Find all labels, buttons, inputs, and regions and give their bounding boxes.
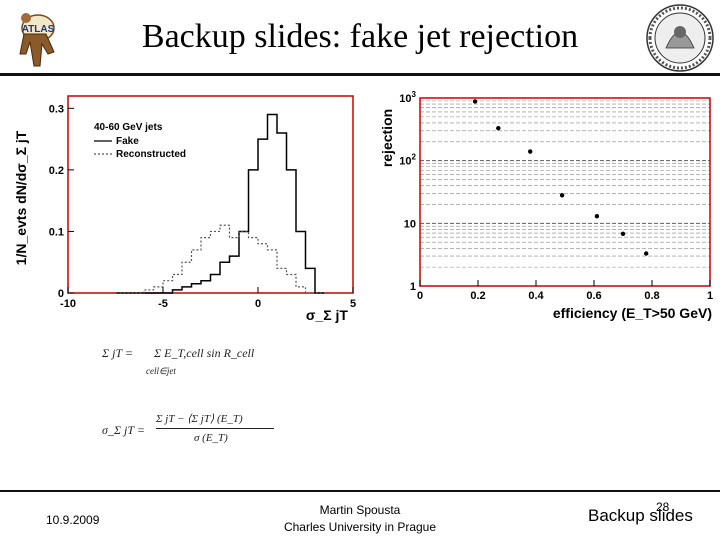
rejection-efficiency-plot: 0 0.2 0.4 0.6 0.8 1 1 10 102 103 rejection efficie…: [379, 90, 713, 321]
footer-section-label: Backup slides: [588, 506, 693, 525]
title-divider: [0, 73, 720, 76]
histogram-y-tick-label: 0: [58, 288, 64, 300]
atlas-logo: ATLAS: [6, 4, 66, 75]
university-seal-logo: [644, 2, 716, 79]
scatter-x-tick-label: 0.4: [528, 290, 544, 302]
formula-sum-jt-subscript: cell∈jet: [146, 366, 176, 376]
formula-sigma-jt: σ_Σ jT = Σ jT − ⟨Σ jT⟩ (E_T) σ (E_T): [102, 410, 322, 454]
formula-sum-jt-rhs: Σ E_T,cell sin R_cell: [154, 346, 255, 360]
page-number: 28: [656, 500, 670, 514]
scatter-y-axis-label: rejection: [379, 109, 395, 167]
histogram-x-axis-label: σ_Σ jT: [306, 307, 349, 323]
histogram-y-tick-label: 0.3: [49, 103, 64, 115]
histogram-series-1: [115, 224, 325, 294]
footer-divider: [0, 490, 720, 492]
scatter-point: [620, 231, 626, 237]
histogram-legend-label: Fake: [116, 136, 139, 147]
histogram-y-tick-label: 0.1: [49, 226, 64, 238]
scatter-x-tick-label: 0: [417, 290, 423, 302]
histogram-annotation: 40-60 GeV jets: [94, 122, 163, 133]
svg-text:ATLAS: ATLAS: [22, 24, 55, 35]
formula-sigma-jt-denominator: σ (E_T): [194, 432, 228, 444]
scatter-y-tick-label: 1: [410, 281, 416, 293]
scatter-point: [594, 213, 600, 219]
histogram-x-tick-label: -5: [158, 298, 168, 310]
scatter-point: [528, 149, 533, 154]
footer-author-affiliation: Charles University in Prague: [283, 520, 437, 534]
histogram-x-tick-label: 0: [255, 298, 261, 310]
scatter-point: [496, 125, 501, 131]
slide-title: Backup slides: fake jet rejection: [141, 18, 579, 55]
scatter-x-tick-label: 0.6: [586, 290, 601, 302]
formula-fraction-bar: [156, 428, 274, 429]
histogram-y-tick-label: 0.2: [49, 165, 64, 177]
formula-sum-jt: Σ jT = Σ E_T,cell sin R_cell cell∈jet: [102, 340, 302, 380]
sigma-histogram-plot: -10 -5 0 5 0 0.1 0.2 0.3 40-60 GeV jets Fake Reco…: [13, 95, 356, 323]
formula-sigma-jt-numerator: Σ jT − ⟨Σ jT⟩ (E_T): [156, 413, 243, 425]
scatter-point: [559, 193, 565, 198]
histogram-x-tick-label: -10: [60, 298, 76, 310]
scatter-y-tick-label: 10: [404, 218, 416, 230]
scatter-x-tick-label: 0.2: [470, 290, 485, 302]
scatter-y-tick-label: 103: [399, 90, 416, 105]
scatter-y-tick-label: 102: [399, 153, 416, 168]
footer-author: Martin Spousta Charles University in Pra…: [260, 502, 460, 536]
scatter-point: [644, 251, 649, 256]
formula-sigma-jt-lhs: σ_Σ jT =: [102, 423, 145, 437]
scatter-point: [472, 99, 478, 104]
footer-date: 10.9.2009: [46, 513, 100, 527]
histogram-y-axis-label: 1/N_evts dN/dσ_Σ jT: [13, 130, 29, 265]
formula-sum-jt-lhs: Σ jT =: [102, 346, 134, 360]
scatter-x-tick-label: 0.8: [644, 290, 659, 302]
scatter-frame: [419, 97, 711, 287]
histogram-series-0: [115, 113, 325, 294]
histogram-x-tick-label: 5: [350, 298, 356, 310]
footer-author-name: Martin Spousta: [319, 503, 401, 517]
scatter-x-tick-label: 1: [707, 290, 713, 302]
scatter-x-axis-label: efficiency (E_T>50 GeV): [553, 305, 712, 321]
histogram-legend-label: Reconstructed: [116, 149, 186, 160]
